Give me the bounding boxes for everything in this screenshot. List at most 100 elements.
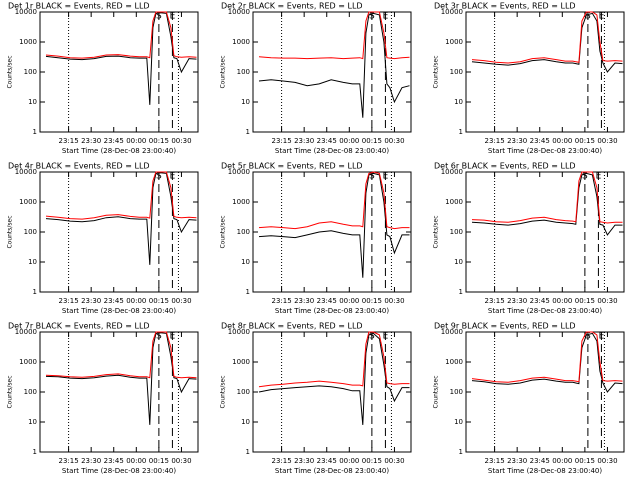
annotation: E xyxy=(599,12,605,22)
series-line xyxy=(258,171,410,230)
y-tick-label: 100 xyxy=(237,68,250,76)
y-axis-label: Counts/sec xyxy=(220,215,227,248)
y-tick-label: 1 xyxy=(459,128,463,136)
y-tick-label: 100 xyxy=(237,228,250,236)
y-tick-label: 1000 xyxy=(19,198,37,206)
x-tick-label: 00:15 xyxy=(149,457,169,465)
panel-title: Det 2r BLACK = Events, RED = LLD xyxy=(221,2,363,11)
x-tick-label: 00:15 xyxy=(575,297,595,305)
x-tick-label: 00:30 xyxy=(171,137,191,145)
x-tick-label: 23:45 xyxy=(317,137,337,145)
annotation: E xyxy=(596,172,602,182)
panel-title: Det 8r BLACK = Events, RED = LLD xyxy=(221,322,363,331)
panel-title: Det 5r BLACK = Events, RED = LLD xyxy=(221,162,363,171)
y-tick-label: 100 xyxy=(237,388,250,396)
y-tick-label: 1000 xyxy=(232,358,250,366)
y-tick-label: 10 xyxy=(454,98,463,106)
y-tick-label: 10000 xyxy=(441,8,463,16)
y-axis-label: Counts/sec xyxy=(7,55,14,88)
x-tick-label: 23:15 xyxy=(484,137,504,145)
x-tick-label: 00:00 xyxy=(126,457,146,465)
series-line xyxy=(45,172,197,265)
panel-title: Det 1r BLACK = Events, RED = LLD xyxy=(8,2,150,11)
y-tick-label: 1 xyxy=(246,448,250,456)
annotation: S xyxy=(156,172,162,182)
x-tick-label: 23:45 xyxy=(104,457,124,465)
x-tick-label: 00:00 xyxy=(126,297,146,305)
series-line xyxy=(45,171,197,220)
x-tick-label: 00:00 xyxy=(552,297,572,305)
series-line xyxy=(471,172,623,236)
y-tick-label: 10000 xyxy=(441,168,463,176)
y-tick-label: 10 xyxy=(28,418,37,426)
y-tick-label: 1000 xyxy=(445,198,463,206)
y-tick-label: 100 xyxy=(450,228,463,236)
y-tick-label: 1 xyxy=(459,288,463,296)
x-tick-label: 00:30 xyxy=(384,137,404,145)
series-line xyxy=(258,12,410,118)
annotation: E xyxy=(170,12,176,22)
y-tick-label: 100 xyxy=(24,68,37,76)
annotation: S xyxy=(156,332,162,342)
y-tick-label: 1 xyxy=(246,288,250,296)
x-axis-label: Start Time (28-Dec-08 23:00:40) xyxy=(488,307,602,315)
series-line xyxy=(258,331,410,388)
x-tick-label: 00:00 xyxy=(552,457,572,465)
y-tick-label: 10 xyxy=(454,258,463,266)
x-axis-label: Start Time (28-Dec-08 23:00:40) xyxy=(488,147,602,155)
annotation: E xyxy=(383,172,389,182)
y-tick-label: 1000 xyxy=(232,38,250,46)
series-line xyxy=(45,332,197,425)
y-tick-label: 1 xyxy=(33,448,37,456)
y-tick-label: 10000 xyxy=(228,8,250,16)
y-axis-label: Counts/sec xyxy=(7,375,14,408)
x-tick-label: 00:30 xyxy=(171,297,191,305)
annotation: S xyxy=(582,172,588,182)
y-tick-label: 10000 xyxy=(228,168,250,176)
y-axis-label: Counts/sec xyxy=(433,215,440,248)
y-axis-label: Counts/sec xyxy=(220,55,227,88)
series-line xyxy=(258,11,410,60)
series-line xyxy=(471,11,623,64)
x-tick-label: 23:30 xyxy=(81,137,101,145)
y-tick-label: 1000 xyxy=(445,38,463,46)
x-tick-label: 00:00 xyxy=(126,137,146,145)
panel-title: Det 3r BLACK = Events, RED = LLD xyxy=(434,2,576,11)
x-tick-label: 23:30 xyxy=(294,297,314,305)
y-tick-label: 10000 xyxy=(15,328,37,336)
y-tick-label: 1 xyxy=(33,128,37,136)
series-line xyxy=(45,11,197,59)
x-tick-label: 00:15 xyxy=(149,297,169,305)
x-tick-label: 23:30 xyxy=(507,457,527,465)
y-tick-label: 10 xyxy=(28,98,37,106)
x-tick-label: 00:30 xyxy=(597,137,617,145)
series-line xyxy=(471,171,623,224)
series-line xyxy=(258,332,410,425)
panel-title: Det 6r BLACK = Events, RED = LLD xyxy=(434,162,576,171)
x-tick-label: 23:30 xyxy=(507,297,527,305)
y-tick-label: 10 xyxy=(454,418,463,426)
panel-title: Det 7r BLACK = Events, RED = LLD xyxy=(8,322,150,331)
y-tick-label: 100 xyxy=(24,388,37,396)
series-line xyxy=(45,331,197,379)
annotation: S xyxy=(369,332,375,342)
y-tick-label: 10000 xyxy=(441,328,463,336)
y-tick-label: 1 xyxy=(246,128,250,136)
y-tick-label: 10000 xyxy=(228,328,250,336)
y-tick-label: 100 xyxy=(24,228,37,236)
series-line xyxy=(45,12,197,105)
y-tick-label: 10 xyxy=(241,258,250,266)
x-tick-label: 00:15 xyxy=(362,297,382,305)
x-axis-label: Start Time (28-Dec-08 23:00:40) xyxy=(62,307,176,315)
panel-title: Det 9r BLACK = Events, RED = LLD xyxy=(434,322,576,331)
x-tick-label: 23:30 xyxy=(294,137,314,145)
x-tick-label: 00:15 xyxy=(362,137,382,145)
x-tick-label: 23:45 xyxy=(104,297,124,305)
x-axis-label: Start Time (28-Dec-08 23:00:40) xyxy=(488,467,602,475)
x-tick-label: 00:30 xyxy=(384,457,404,465)
annotation: S xyxy=(369,172,375,182)
x-tick-label: 23:30 xyxy=(81,457,101,465)
y-tick-label: 10 xyxy=(28,258,37,266)
y-tick-label: 1 xyxy=(33,288,37,296)
x-tick-label: 23:45 xyxy=(530,297,550,305)
